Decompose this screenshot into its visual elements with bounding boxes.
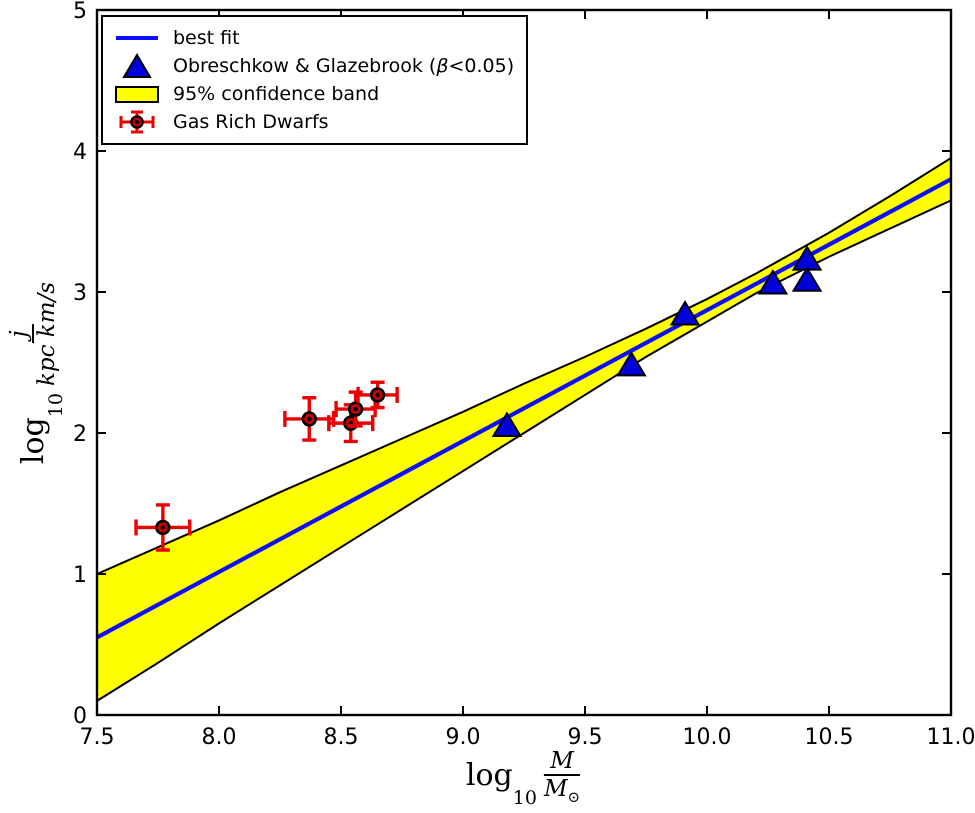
y-tick-label: 0 [73,704,87,729]
legend-item-gas-rich-dwarfs: Gas Rich Dwarfs [113,108,514,136]
x-axis-label: log 10 M M ⊙ [465,748,581,810]
confidence-band-icon [113,81,161,107]
gas-rich-dwarf-point [134,503,192,552]
legend-label-obreschkow: Obreschkow & Glazebrook (β<0.05) [173,55,515,77]
confidence-band [96,156,952,703]
gas-rich-dwarf-point [356,380,399,410]
y-tick-label: 5 [73,0,87,24]
x-tick-label: 7.5 [80,725,115,750]
legend-item-obreschkow: Obreschkow & Glazebrook (β<0.05) [113,52,514,80]
sun-symbol-icon: ⊙ [567,788,581,807]
legend-item-best-fit: best fit [113,24,514,52]
x-tick-label: 10.5 [805,725,854,750]
y-tick-label: 3 [73,281,87,306]
y-tick-label: 2 [73,422,87,447]
x-tick-label: 9.0 [446,725,481,750]
obreschkow-triangle-point [757,269,789,295]
legend-label-confidence-band: 95% confidence band [173,83,380,105]
best-fit-line-icon [113,25,161,51]
gas-rich-dwarf-point [334,390,377,428]
axes-frame [95,8,953,717]
x-tick-label: 8.5 [324,725,359,750]
triangle-marker-icon [113,53,161,79]
legend: best fit Obreschkow & Glazebrook (β<0.05… [101,15,529,145]
y-tick-label: 1 [73,563,87,588]
x-tick-label: 8.0 [202,725,237,750]
x-tick-label: 11.0 [927,725,975,750]
legend-label-best-fit: best fit [173,27,240,49]
x-tick-label: 10.0 [683,725,732,750]
best-fit-line [96,177,952,640]
gas-rich-dwarf-point [283,396,336,442]
x-axis-fraction: M M ⊙ [543,748,581,807]
y-axis-label: log 10 j kpc km/s [5,281,68,465]
legend-item-confidence-band: 95% confidence band [113,80,514,108]
errorbar-marker-icon [113,109,161,135]
obreschkow-triangle-point [791,266,823,292]
y-axis-fraction: j kpc km/s [5,281,61,387]
x-tick-label: 9.5 [568,725,603,750]
y-tick-label: 4 [73,140,87,165]
obreschkow-triangle-point [491,411,523,437]
obreschkow-triangle-point [669,300,701,326]
legend-label-gas-rich-dwarfs: Gas Rich Dwarfs [173,111,329,133]
obreschkow-triangle-point [616,350,647,377]
